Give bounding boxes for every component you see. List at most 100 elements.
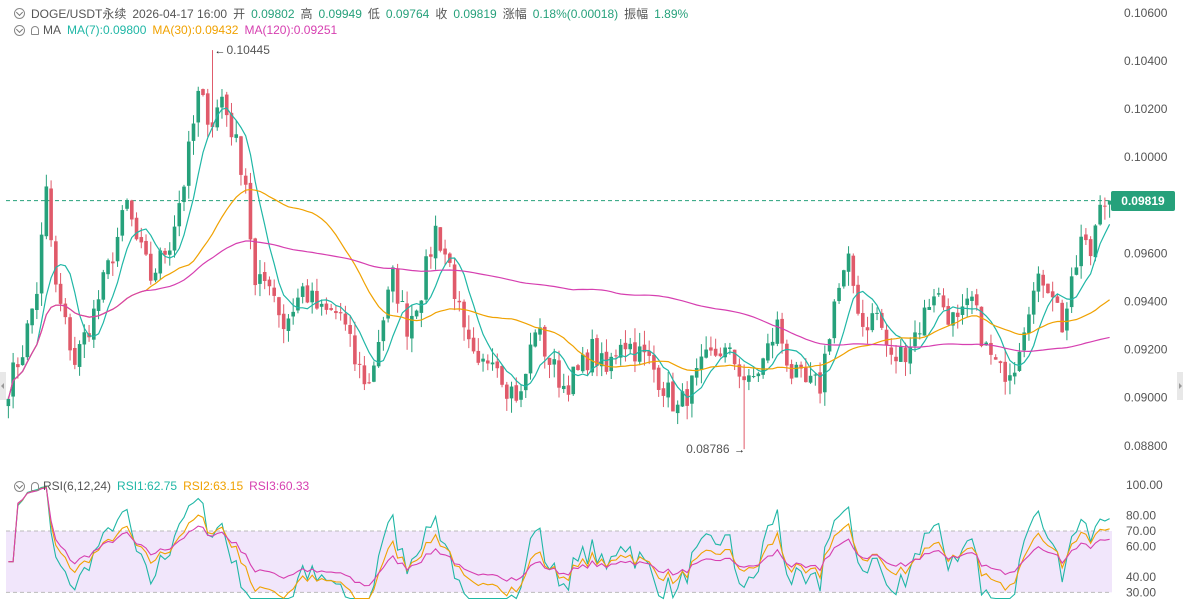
candle-body	[229, 112, 234, 138]
high-value: 0.09949	[318, 6, 362, 21]
candle-body	[1012, 372, 1017, 377]
candle-body	[1008, 375, 1012, 381]
candle-body	[73, 347, 77, 365]
candle-body	[262, 271, 267, 282]
candle-body	[92, 308, 96, 340]
price-axis-tick: 0.10400	[1124, 54, 1168, 68]
candle-body	[296, 297, 300, 311]
candle-body	[452, 264, 457, 299]
candle-body	[818, 372, 822, 394]
rsi-axis-tick: 60.00	[1126, 539, 1156, 553]
candle-body	[348, 325, 352, 334]
candle-body	[329, 308, 333, 310]
candle-body	[205, 93, 210, 125]
candle-body	[16, 364, 20, 368]
candle-body	[1046, 283, 1050, 294]
datetime-label: 2026-04-17 16:00	[132, 6, 228, 21]
symbol-label: DOGE/USDT永续	[31, 7, 127, 21]
candle-body	[115, 236, 120, 262]
rsi-indicator-name[interactable]: RSI(6,12,24)	[43, 479, 112, 493]
ma-indicator-name[interactable]: MA	[43, 23, 61, 37]
candle-body	[196, 90, 201, 123]
candle-body	[234, 134, 239, 138]
candle-body	[528, 344, 533, 374]
candle-body	[780, 318, 784, 344]
candle-body	[1103, 205, 1107, 207]
price-axis-tick: 0.09600	[1124, 246, 1168, 260]
candle-body	[585, 352, 590, 371]
collapse-chevron-icon[interactable]	[14, 480, 25, 492]
candle-body	[846, 253, 851, 272]
candle-body	[652, 354, 656, 370]
low-marker-arrow: →	[734, 444, 745, 456]
candle-body	[248, 182, 253, 240]
candle-body	[751, 376, 756, 378]
candle-body	[998, 361, 1003, 364]
candle-body	[1055, 296, 1060, 303]
moving-average-series	[7, 107, 1111, 400]
rsi-legend: RSI(6,12,24) RSI1:62.75 RSI2:63.15 RSI3:…	[14, 479, 309, 493]
candle-body	[808, 375, 813, 383]
candle-body	[148, 253, 153, 281]
candle-body	[362, 365, 367, 385]
candle-body	[414, 310, 419, 317]
candle-body	[77, 344, 82, 367]
candle-body	[167, 250, 172, 255]
price-axis-tick: 0.10200	[1124, 102, 1168, 116]
ma-legend: MA MA(7):0.09800 MA(30):0.09432 MA(120):…	[14, 23, 337, 37]
candle-body	[125, 200, 129, 209]
candle-body	[1031, 290, 1036, 315]
candle-body	[1065, 308, 1069, 331]
candle-body	[908, 346, 913, 364]
candle-body	[44, 186, 49, 237]
open-label: 开	[233, 7, 246, 21]
candle-body	[856, 284, 860, 314]
candle-body	[391, 267, 395, 292]
alert-bell-icon[interactable]	[31, 25, 39, 35]
high-label: 高	[300, 7, 313, 21]
candle-body	[300, 286, 305, 297]
collapse-chevron-icon[interactable]	[14, 8, 25, 19]
candle-body	[747, 375, 751, 382]
candle-body	[955, 312, 960, 317]
alert-bell-icon[interactable]	[31, 481, 39, 491]
scroll-right-arrow-icon[interactable]	[1177, 372, 1183, 400]
candle-body	[656, 367, 661, 390]
candle-body	[467, 329, 471, 340]
candle-body	[438, 227, 443, 251]
candle-body	[68, 317, 72, 351]
candle-body	[936, 293, 941, 295]
high-marker-arrow: ←	[214, 45, 225, 57]
candle-body	[1084, 234, 1088, 241]
open-value: 0.09802	[251, 6, 295, 21]
candlestick-series	[6, 50, 1112, 450]
price-axis-tick: 0.09400	[1124, 294, 1168, 308]
low-marker-label: 0.08786	[686, 442, 730, 456]
close-label: 收	[435, 7, 448, 21]
change-value: 0.18%(0.00018)	[532, 6, 619, 21]
candle-body	[153, 272, 158, 281]
candle-body	[158, 250, 163, 274]
scroll-left-arrow-icon[interactable]	[0, 372, 6, 400]
candle-body	[917, 333, 922, 335]
candle-body	[106, 260, 110, 275]
ma7-value: MA(7):0.09800	[67, 23, 147, 37]
candle-body	[756, 373, 761, 377]
candle-body	[647, 350, 651, 356]
candle-body	[30, 308, 34, 326]
ma120-line	[7, 240, 1110, 400]
candle-body	[984, 342, 989, 346]
candle-body	[737, 364, 742, 377]
candle-body	[542, 326, 547, 357]
candle-body	[566, 385, 571, 395]
collapse-chevron-icon[interactable]	[14, 24, 25, 36]
candle-body	[580, 354, 585, 372]
candle-body	[63, 303, 68, 318]
candle-body	[709, 347, 713, 351]
candle-body	[775, 319, 780, 344]
candle-body	[623, 342, 628, 350]
candle-body	[139, 237, 144, 243]
candle-body	[742, 376, 746, 381]
candle-body	[766, 343, 770, 361]
